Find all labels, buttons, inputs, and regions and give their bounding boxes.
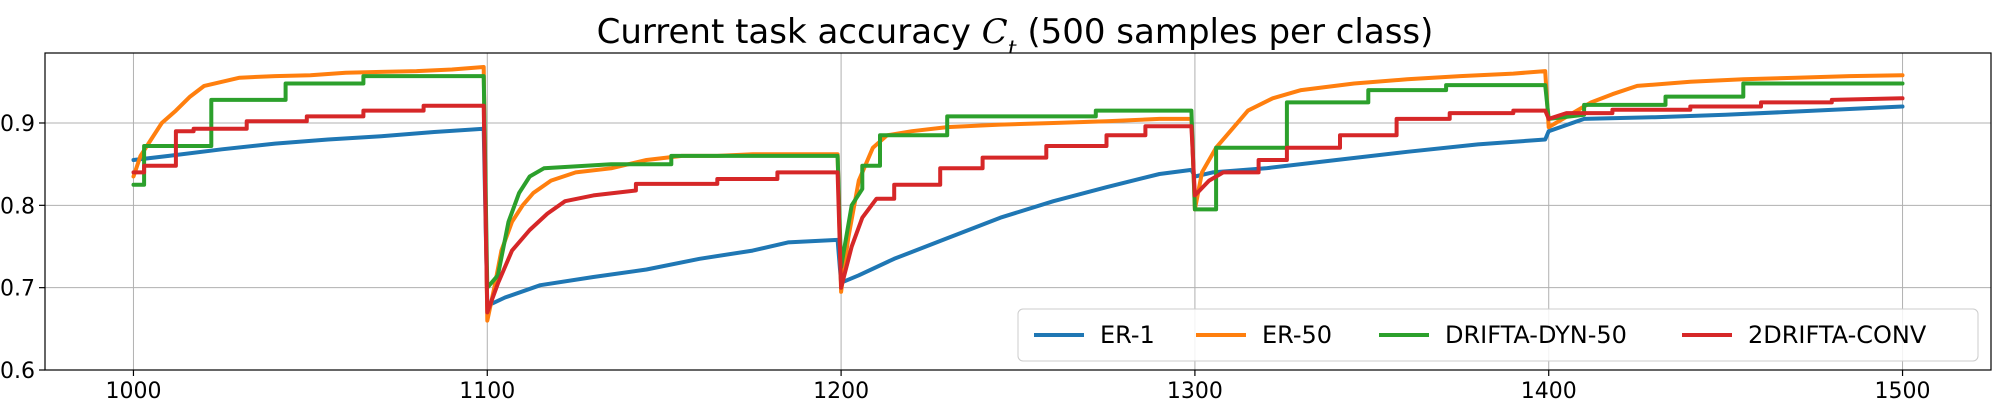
chart-title-subscript: t [1008, 37, 1017, 62]
x-axis-ticks: 1000 1100 1200 1300 1400 1500 [105, 370, 1931, 400]
legend: ER-1 ER-50 DRIFTA-DYN-50 2DRIFTA-CONV [1017, 308, 1979, 362]
series-line-2 [131, 65, 1905, 323]
x-tick-label: 1400 [1521, 379, 1577, 400]
y-tick-label: 0.9 [0, 112, 35, 137]
series-layer [131, 65, 1905, 323]
legend-box [1017, 308, 1979, 362]
y-tick-label: 0.6 [0, 359, 35, 384]
chart-title: Current task accuracy Ct (500 samples pe… [597, 12, 1434, 62]
x-tick-label: 1200 [813, 379, 869, 400]
y-tick-label: 0.7 [0, 277, 35, 302]
chart-title-main: Current task accuracy [597, 12, 982, 52]
legend-label-4: 2DRIFTA-CONV [1748, 321, 1927, 349]
legend-label-3: DRIFTA-DYN-50 [1445, 321, 1627, 349]
y-tick-label: 0.8 [0, 194, 35, 219]
x-tick-label: 1100 [459, 379, 515, 400]
legend-label-2: ER-50 [1262, 321, 1332, 349]
plot-frame [44, 52, 1992, 371]
x-tick-label: 1500 [1875, 379, 1931, 400]
series-line-1 [131, 104, 1905, 308]
x-tick-label: 1300 [1167, 379, 1223, 400]
chart-title-suffix: (500 samples per class) [1017, 12, 1434, 52]
legend-label-1: ER-1 [1100, 321, 1155, 349]
y-axis-ticks: 0.6 0.7 0.8 0.9 [0, 112, 45, 384]
series-line-4 [131, 96, 1905, 315]
chart-title-symbol: C [982, 12, 1008, 52]
series-line-3 [131, 74, 1905, 290]
x-tick-label: 1000 [105, 379, 161, 400]
